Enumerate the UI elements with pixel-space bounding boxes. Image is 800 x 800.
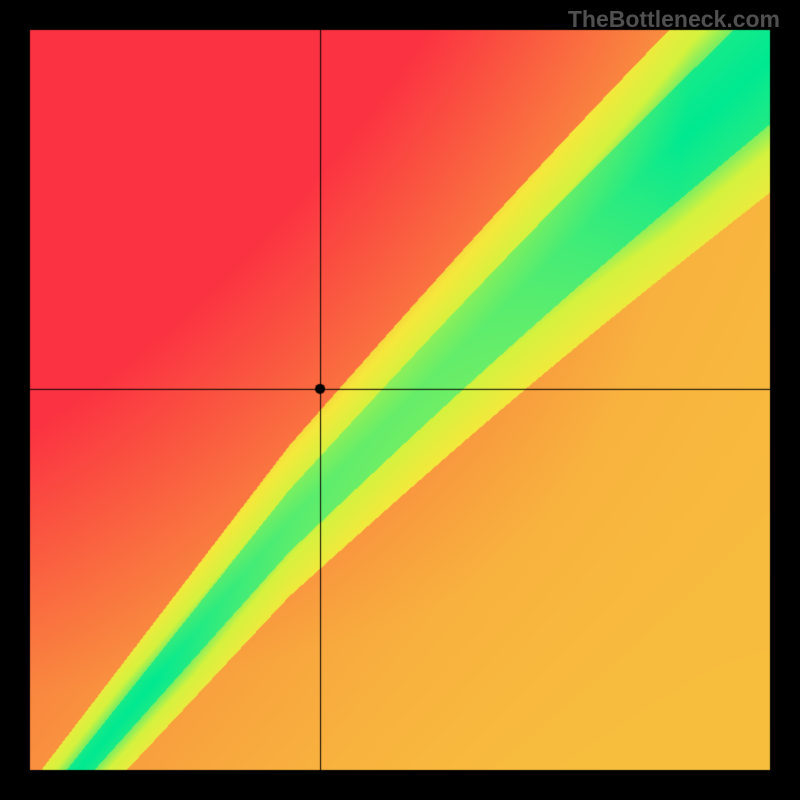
watermark-text: TheBottleneck.com: [568, 6, 780, 33]
bottleneck-heatmap: [0, 0, 800, 800]
